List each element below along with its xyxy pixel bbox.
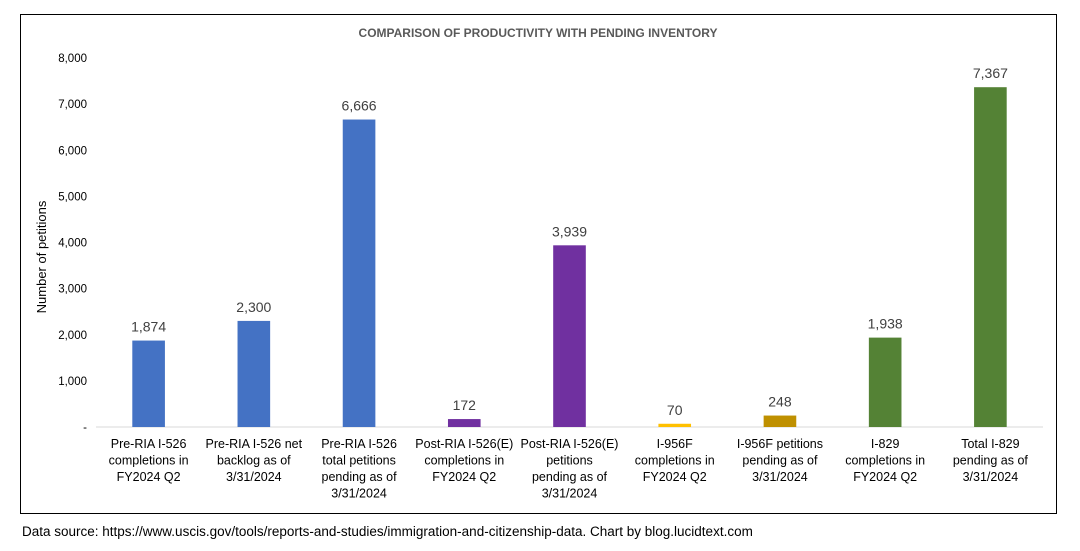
- bar-chart: COMPARISON OF PRODUCTIVITY WITH PENDING …: [34, 26, 1043, 501]
- data-labels: 1,874 2,300 6,666 172 3,939 70 248 1,938 7,367: [131, 65, 1008, 418]
- data-label: 70: [667, 402, 683, 418]
- chart-frame: COMPARISON OF PRODUCTIVITY WITH PENDING …: [20, 14, 1057, 514]
- y-tick-label: 8,000: [58, 53, 87, 65]
- bar: [658, 423, 692, 427]
- x-tick-label: I-829 completions in FY2024 Q2: [845, 437, 925, 484]
- y-tick-label: 4,000: [58, 238, 87, 250]
- bar: [553, 245, 586, 427]
- x-tick-label: Pre-RIA I-526 completions in FY2024 Q2: [109, 437, 189, 484]
- data-label: 3,939: [552, 223, 587, 239]
- x-axis-categories: Pre-RIA I-526 completions in FY2024 Q2 Pre-…: [109, 437, 1029, 501]
- data-label: 1,874: [131, 319, 166, 335]
- x-tick-label: Total I-829 pending as of 3/31/2024: [953, 437, 1029, 484]
- y-tick-label: 1,000: [58, 376, 87, 388]
- y-tick-label: 6,000: [58, 145, 87, 157]
- data-label: 1,938: [868, 316, 903, 332]
- bar: [342, 119, 376, 427]
- x-tick-label: Post-RIA I-526(E) completions in FY2024 Q2: [415, 437, 513, 484]
- x-tick-label: Pre-RIA I-526 total petitions pending as o…: [321, 437, 397, 501]
- y-tick-label: 7,000: [58, 99, 87, 111]
- bar: [974, 87, 1007, 427]
- y-axis-ticks: - 1,000 2,000 3,000 4,000 5,000 6,000 7,000 8,00…: [58, 53, 87, 434]
- x-tick-label: I-956F petitions pending as of 3/31/2024: [737, 437, 823, 484]
- data-label: 248: [768, 394, 792, 410]
- bar: [868, 337, 902, 427]
- y-tick-label: -: [83, 422, 87, 434]
- x-tick-label: I-956F completions in FY2024 Q2: [635, 437, 715, 484]
- y-tick-label: 3,000: [58, 284, 87, 296]
- data-label: 6,666: [342, 98, 377, 114]
- data-label: 7,367: [973, 65, 1008, 81]
- bar: [763, 415, 797, 427]
- bar: [132, 340, 165, 427]
- bar: [237, 320, 271, 427]
- source-note: Data source: https://www.uscis.gov/tools…: [22, 524, 753, 539]
- bars: [132, 87, 1007, 427]
- x-tick-label: Post-RIA I-526(E) petitions pending as of 3…: [521, 437, 619, 501]
- y-tick-label: 5,000: [58, 191, 87, 203]
- bar: [447, 419, 481, 427]
- chart-title: COMPARISON OF PRODUCTIVITY WITH PENDING …: [359, 26, 718, 40]
- x-tick-label: Pre-RIA I-526 net backlog as of 3/31/2024: [206, 437, 303, 484]
- data-label: 2,300: [236, 299, 271, 315]
- y-tick-label: 2,000: [58, 330, 87, 342]
- data-label: 172: [453, 397, 477, 413]
- y-axis-title: Number of petitions: [34, 200, 49, 313]
